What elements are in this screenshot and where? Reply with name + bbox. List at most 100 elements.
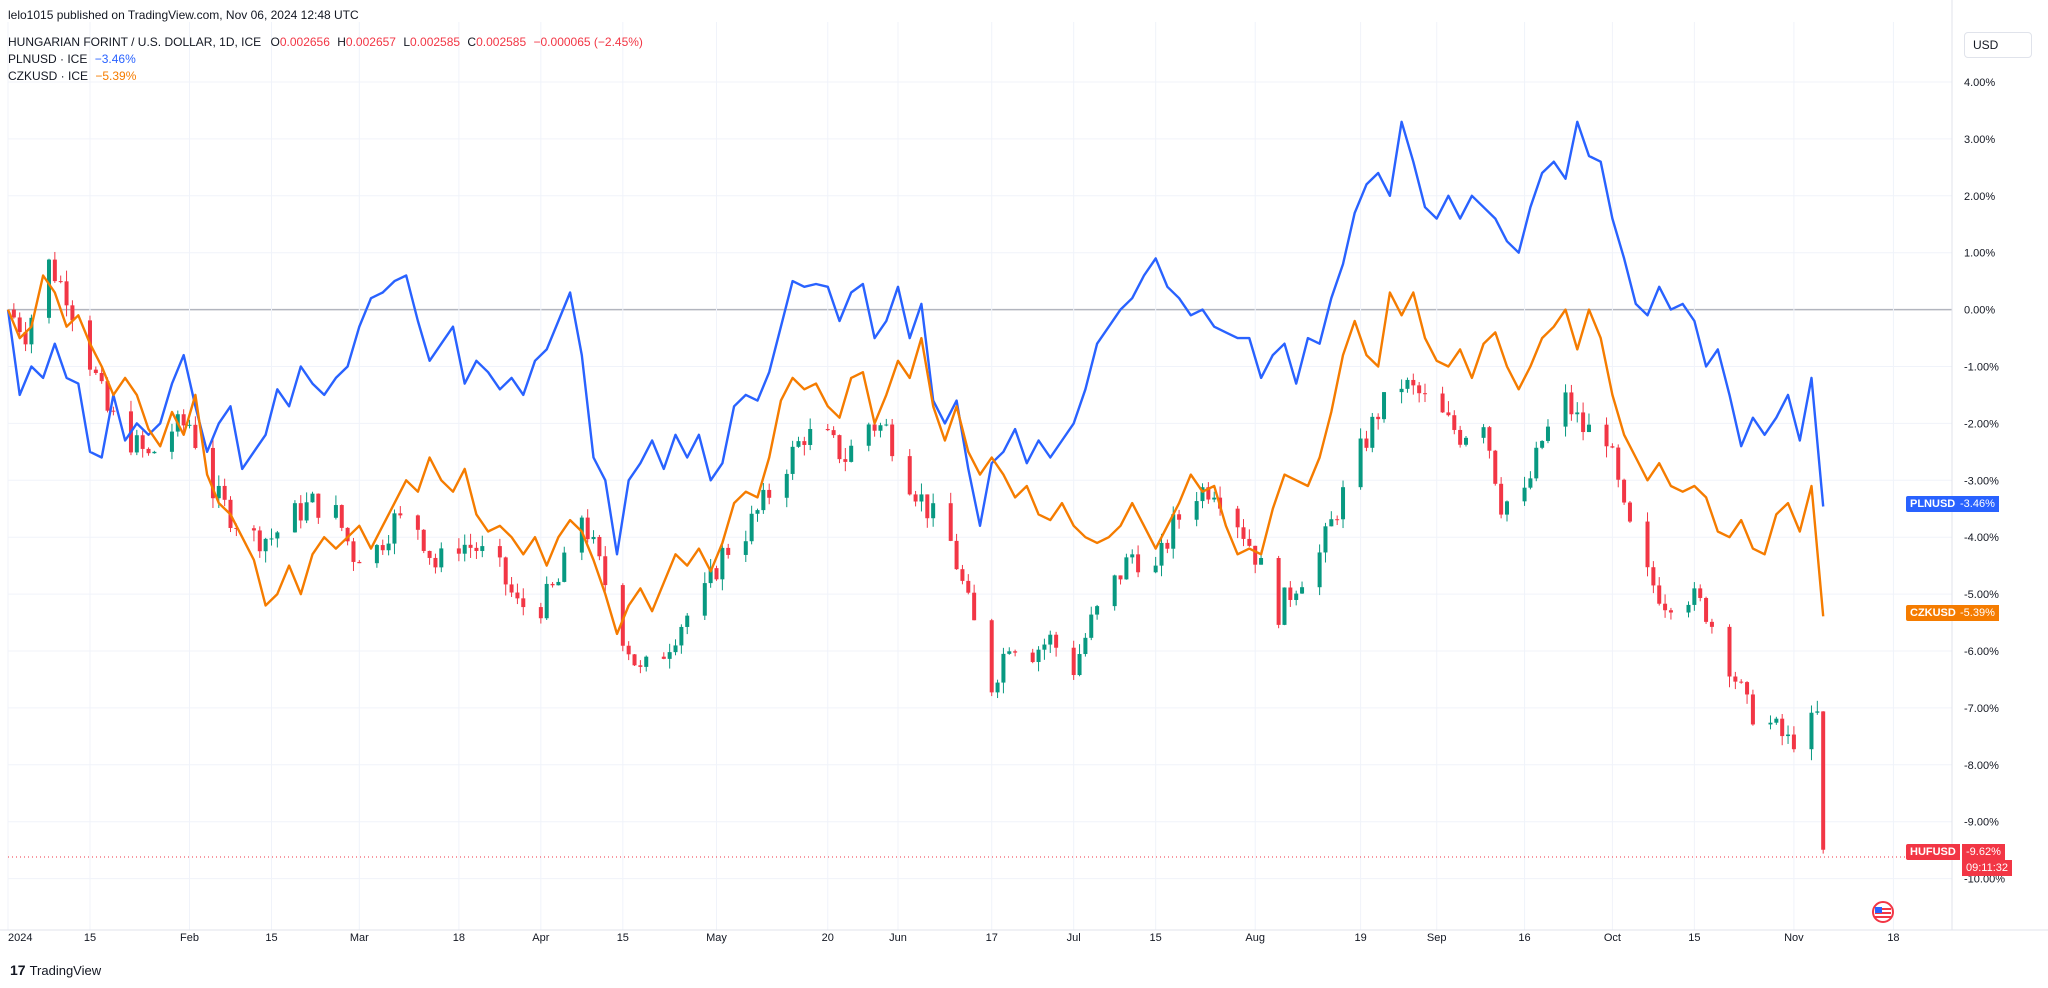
candle-up [46, 259, 51, 318]
candle-down [1417, 385, 1422, 394]
candle-down [1704, 597, 1709, 622]
candle-down [521, 598, 526, 608]
candle-up [1768, 722, 1773, 725]
candle-up [1686, 604, 1691, 613]
candle-up [1130, 554, 1135, 558]
tradingview-brand: TradingView [29, 963, 102, 978]
candle-down [357, 561, 362, 564]
candle-down [1493, 450, 1498, 484]
candle-up [1077, 654, 1082, 676]
candle-up [333, 505, 338, 518]
candle-up [392, 513, 397, 544]
candle-up [995, 682, 1000, 693]
pln-series-line [6, 120, 1825, 556]
change-value: −0.000065 (−2.45%) [533, 35, 643, 49]
pln-price-tag-label: PLNUSD [1906, 496, 1960, 512]
candle-down [661, 656, 666, 659]
candle-down [913, 494, 918, 502]
x-tick-label: 15 [1150, 932, 1162, 944]
candle-up [1399, 388, 1404, 393]
candle-down [620, 585, 625, 646]
candle-down [626, 645, 631, 655]
x-tick-label: Oct [1604, 932, 1621, 944]
candle-down [597, 536, 602, 557]
candle-down [398, 513, 403, 516]
candle-down [1411, 379, 1416, 386]
candle-down [111, 410, 116, 412]
candle-up [796, 441, 801, 447]
main-legend[interactable]: HUNGARIAN FORINT / U.S. DOLLAR, 1D, ICE … [8, 34, 643, 50]
low-label: L [403, 35, 411, 49]
y-tick-label: -9.00% [1964, 817, 1999, 829]
candle-up [1528, 478, 1533, 488]
candle-up [1809, 712, 1814, 750]
x-tick-label: 15 [84, 932, 96, 944]
x-tick-label: 20 [822, 932, 834, 944]
candle-down [1288, 587, 1293, 600]
candle-down [427, 550, 432, 558]
candle-down [890, 424, 895, 457]
low-value: 0.002585 [410, 35, 461, 49]
candle-down [1247, 538, 1252, 546]
candle-down [1499, 483, 1504, 515]
candle-down [351, 541, 356, 562]
candle-up [1815, 711, 1820, 713]
candle-down [1645, 521, 1650, 568]
candle-up [884, 424, 889, 426]
currency-button[interactable]: USD [1964, 32, 2032, 58]
candle-up [743, 541, 748, 555]
candle-down [1616, 447, 1621, 480]
y-tick-label: -6.00% [1964, 646, 1999, 658]
x-tick-label: 15 [1688, 932, 1700, 944]
candle-down [802, 441, 807, 445]
candle-down [345, 527, 350, 542]
candle-down [1610, 446, 1615, 448]
candle-down [1627, 502, 1632, 522]
candle-down [93, 369, 98, 373]
candle-up [1153, 565, 1158, 573]
candle-down [509, 584, 514, 593]
candle-down [421, 529, 426, 551]
candle-up [556, 581, 561, 586]
candle-up [1048, 634, 1053, 645]
candle-down [1739, 681, 1744, 683]
candle-down [380, 545, 385, 551]
candle-down [415, 515, 420, 530]
candle-up [1481, 427, 1486, 438]
close-label: C [467, 35, 477, 49]
candle-up [1464, 437, 1468, 445]
candle-up [1300, 587, 1305, 594]
candle-down [1668, 610, 1673, 613]
candle-up [1370, 416, 1375, 448]
candle-down [1569, 392, 1574, 415]
candle-down [105, 381, 110, 411]
axis-layer: 4.00% 3.00% 2.00% 1.00% 0.00% -1.00% -2.00% -3.… [0, 0, 2048, 944]
candle-up [374, 545, 379, 564]
czk-legend[interactable]: CZKUSD · ICE −5.39% [8, 68, 136, 84]
huf-price-tag-value: -9.62% [1962, 844, 2005, 860]
candle-up [579, 517, 584, 553]
y-tick-label: 4.00% [1964, 77, 1995, 89]
open-label: O [270, 35, 280, 49]
candle-up [1341, 487, 1346, 520]
pln-legend-change: −3.46% [94, 52, 136, 66]
candle-up [216, 485, 221, 499]
candle-up [304, 502, 309, 521]
candle-down [538, 607, 543, 619]
publisher-line: lelo1015 published on TradingView.com, N… [8, 7, 359, 23]
y-tick-label: 0.00% [1964, 305, 1995, 317]
pln-legend[interactable]: PLNUSD · ICE −3.46% [8, 51, 136, 67]
candle-up [292, 503, 297, 533]
candle-down [767, 489, 772, 498]
tradingview-logo[interactable]: 17 TradingView [10, 962, 101, 978]
x-tick-label: Mar [350, 932, 369, 944]
x-tick-label: Sep [1427, 932, 1447, 944]
candle-up [1200, 487, 1205, 502]
candle-up [1007, 651, 1012, 654]
us-flag-icon[interactable] [1870, 901, 1896, 923]
candle-up [1036, 649, 1041, 663]
candle-down [1030, 652, 1035, 663]
candle-down [726, 547, 731, 555]
candle-down [210, 447, 215, 499]
